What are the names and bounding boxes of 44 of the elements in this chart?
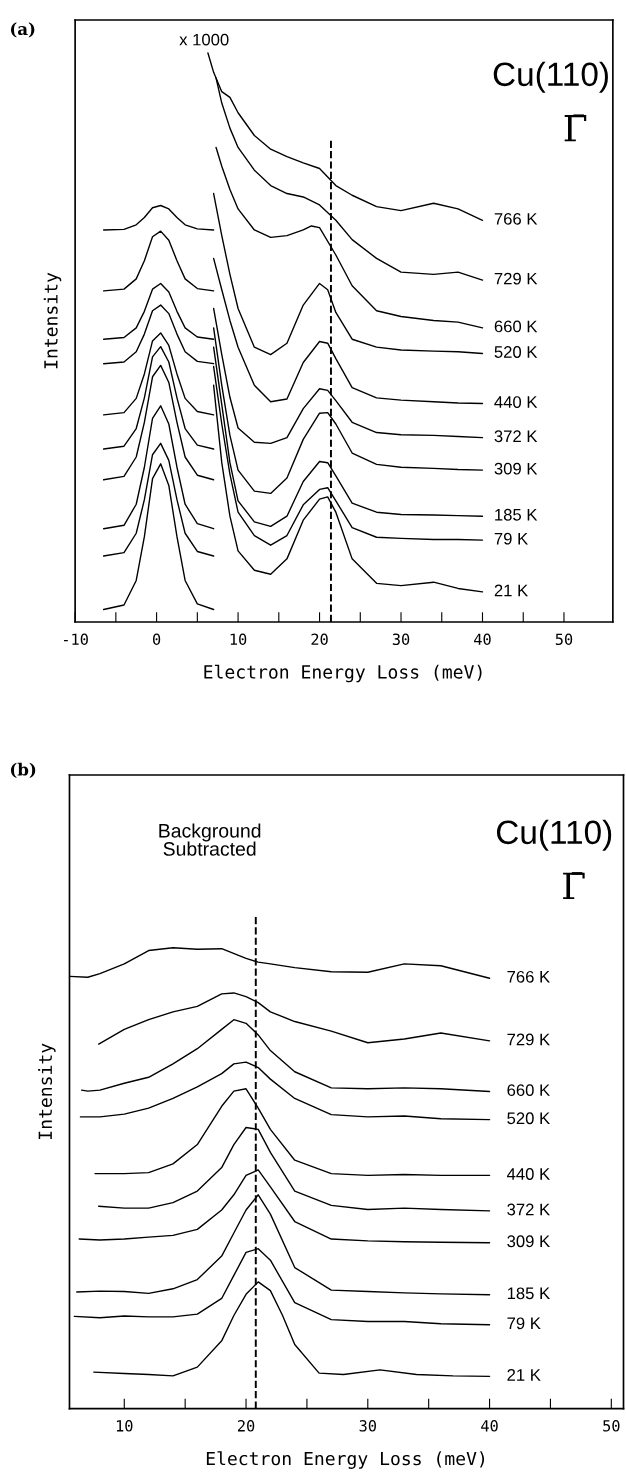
series-label: 520 K [494, 346, 538, 358]
text: Γ̄ [563, 872, 585, 900]
text: Cu(110) [496, 819, 612, 851]
series-label: 660 K [507, 1084, 550, 1097]
series-label: 79 K [507, 1317, 541, 1330]
chart-title: (b) [10, 762, 36, 778]
series-label: 185 K [507, 1287, 550, 1300]
x-tick-label: 50 [603, 1420, 620, 1432]
series-label: 309 K [507, 1235, 550, 1248]
series-label: 440 K [506, 1168, 550, 1180]
series-label: 372 K [507, 1203, 550, 1216]
annotation: Cu(110) [493, 61, 608, 93]
x-tick-label: 40 [474, 633, 491, 646]
text: x 1000 [179, 33, 229, 46]
series-label: 21 K [507, 1369, 541, 1381]
series-label: 729 K [507, 1033, 550, 1046]
x-tick-label: 10 [116, 1420, 133, 1432]
text: Background Subtracted [159, 823, 261, 856]
series-label: 520 K [507, 1112, 550, 1125]
chart-title: (a) [10, 22, 35, 38]
y-axis-title: Intensity [43, 272, 62, 369]
series-label: 185 K [495, 508, 538, 521]
series-label: 21 K [494, 584, 528, 597]
annotation: Γ̄ [564, 114, 587, 142]
series-label: 766 K [507, 970, 550, 983]
series-label: 79 K [494, 532, 528, 545]
series-label: 309 K [494, 462, 538, 475]
x-tick-label: -10 [63, 633, 88, 646]
x-tick-label: 30 [392, 633, 410, 646]
series-label: 440 K [494, 396, 538, 408]
x-tick-label: 0 [152, 633, 161, 646]
x-tick-label: 40 [481, 1420, 498, 1432]
x-tick-label: 10 [230, 633, 247, 646]
series-label: 372 K [494, 430, 538, 443]
x-tick-label: 30 [359, 1420, 377, 1432]
x-axis-title: Electron Energy Loss (meV) [204, 664, 482, 683]
x-tick-label: 50 [555, 633, 573, 646]
series-label: 729 K [494, 272, 538, 285]
x-axis-title: Electron Energy Loss (meV) [206, 1451, 485, 1469]
y-axis-title: Intensity [38, 1043, 56, 1139]
series-label: 766 K [494, 212, 538, 225]
series-label: 660 K [494, 320, 538, 333]
x-tick-label: 20 [237, 1420, 255, 1432]
x-tick-label: 20 [311, 633, 328, 646]
